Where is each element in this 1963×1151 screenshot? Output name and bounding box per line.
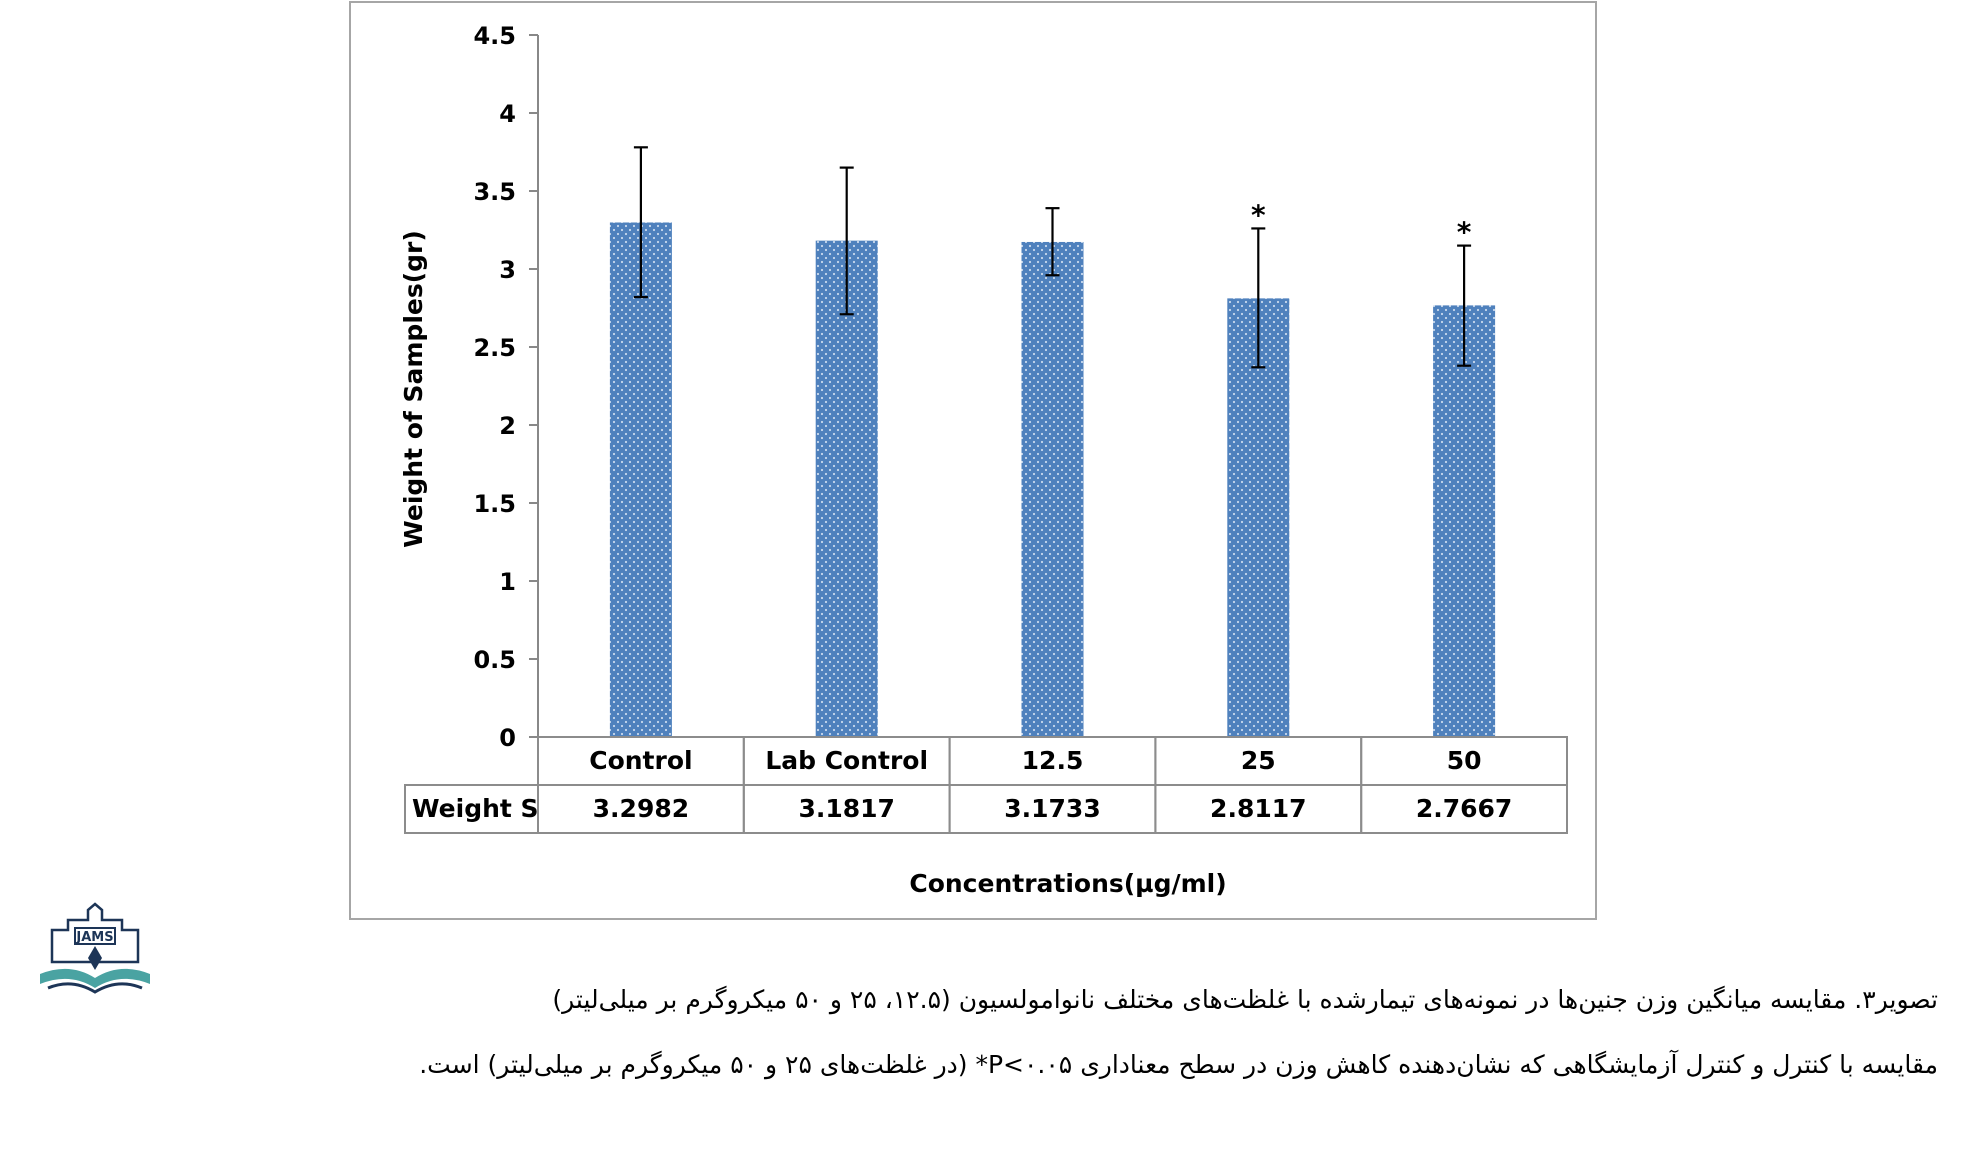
y-tick-label: 3 bbox=[499, 256, 516, 284]
y-tick-label: 3.5 bbox=[473, 178, 516, 206]
significance-marker: * bbox=[1251, 198, 1266, 231]
bar bbox=[609, 222, 672, 737]
data-value-label: 3.1817 bbox=[798, 794, 894, 823]
data-value-label: 2.7667 bbox=[1416, 794, 1512, 823]
bar bbox=[1433, 305, 1496, 737]
data-value-label: 2.8117 bbox=[1210, 794, 1306, 823]
table-value-cell bbox=[1360, 784, 1568, 834]
x-category-label: Control bbox=[589, 746, 692, 775]
figure-caption-line-2: مقایسه با کنترل و کنترل آزمایشگاهی که نش… bbox=[419, 1050, 1938, 1079]
data-value-label: 3.2982 bbox=[593, 794, 689, 823]
y-tick-label: 1.5 bbox=[473, 490, 516, 518]
data-value-label: 3.1733 bbox=[1004, 794, 1100, 823]
x-category-label: 50 bbox=[1447, 746, 1482, 775]
series-name-label: Weight S bbox=[412, 794, 539, 823]
bar bbox=[1021, 241, 1084, 737]
bar bbox=[815, 240, 878, 738]
y-tick-label: 0.5 bbox=[473, 646, 516, 674]
jams-journal-logo-icon: JAMS bbox=[40, 902, 150, 994]
figure-caption-line-1: تصویر۳. مقایسه میانگین وزن جنین‌ها در نم… bbox=[552, 985, 1938, 1014]
y-axis-title: Weight of Samples(gr) bbox=[399, 230, 428, 548]
significance-marker: * bbox=[1457, 216, 1472, 249]
y-tick-label: 4 bbox=[499, 100, 516, 128]
x-category-label: 25 bbox=[1241, 746, 1276, 775]
y-tick-label: 2.5 bbox=[473, 334, 516, 362]
x-category-label: Lab Control bbox=[765, 746, 928, 775]
x-axis-title: Concentrations(µg/ml) bbox=[909, 869, 1226, 898]
chart-frame bbox=[349, 1, 1597, 920]
y-tick-label: 1 bbox=[499, 568, 516, 596]
logo-text: JAMS bbox=[75, 930, 113, 945]
y-tick-label: 0 bbox=[499, 724, 516, 752]
y-tick-label: 2 bbox=[499, 412, 516, 440]
bar bbox=[1227, 298, 1290, 737]
x-category-label: 12.5 bbox=[1022, 746, 1084, 775]
y-tick-label: 4.5 bbox=[473, 22, 516, 50]
